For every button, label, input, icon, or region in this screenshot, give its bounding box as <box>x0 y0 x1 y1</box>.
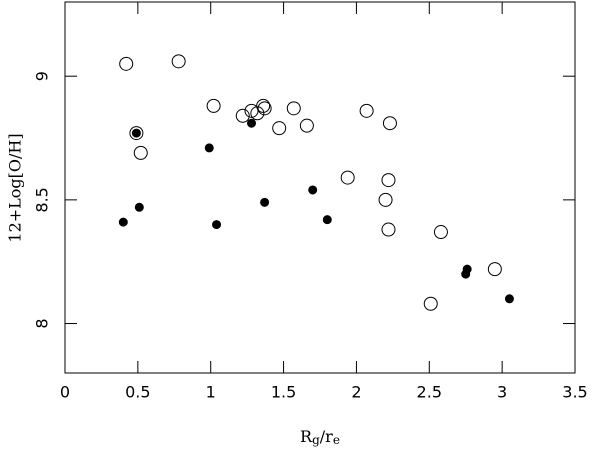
filled-point <box>308 185 318 195</box>
filled-point <box>504 294 514 304</box>
filled-point <box>461 269 471 279</box>
filled-point <box>131 128 141 138</box>
x-axis-label-part: g <box>312 433 320 447</box>
open-point <box>171 54 186 69</box>
open-point <box>340 170 355 185</box>
open-point <box>257 101 272 116</box>
filled-point <box>204 143 214 153</box>
filled-point <box>247 118 257 128</box>
open-point <box>244 103 259 118</box>
x-tick-label: 2.5 <box>417 383 442 402</box>
y-axis-label: 12+Log[O/H] <box>6 133 25 242</box>
x-tick-label: 1.5 <box>271 383 296 402</box>
filled-point <box>260 197 270 207</box>
y-tick-label: 8.5 <box>33 187 52 212</box>
open-point <box>119 56 134 71</box>
open-point <box>382 116 397 131</box>
open-point <box>487 262 502 277</box>
open-point <box>272 121 287 136</box>
open-point <box>235 108 250 123</box>
y-tick-label: 9 <box>33 71 52 81</box>
open-point <box>381 222 396 237</box>
open-point <box>423 296 438 311</box>
filled-point <box>322 215 332 225</box>
filled-point <box>118 217 128 227</box>
x-axis-label: Rg/re <box>300 427 340 448</box>
open-point <box>359 103 374 118</box>
x-tick-label: 0 <box>60 383 70 402</box>
open-point <box>256 98 271 113</box>
x-tick-label: 1 <box>206 383 216 402</box>
open-point <box>286 101 301 116</box>
open-point <box>378 192 393 207</box>
x-tick-label: 3 <box>497 383 507 402</box>
open-point <box>433 225 448 240</box>
open-point <box>381 173 396 188</box>
open-point <box>206 98 221 113</box>
open-point <box>250 106 265 121</box>
open-point <box>129 126 144 141</box>
x-axis-label-part: /r <box>320 427 333 446</box>
open-point <box>299 118 314 133</box>
x-tick-label: 2 <box>351 383 361 402</box>
x-tick-label: 0.5 <box>125 383 150 402</box>
filled-point <box>134 202 144 212</box>
filled-point <box>212 220 222 230</box>
x-tick-label: 3.5 <box>562 383 587 402</box>
y-tick-label: 8 <box>33 318 52 328</box>
plot-frame <box>64 1 576 374</box>
x-axis-label-part: R <box>300 427 313 446</box>
open-point <box>133 145 148 160</box>
x-axis-label-part: e <box>333 433 340 447</box>
